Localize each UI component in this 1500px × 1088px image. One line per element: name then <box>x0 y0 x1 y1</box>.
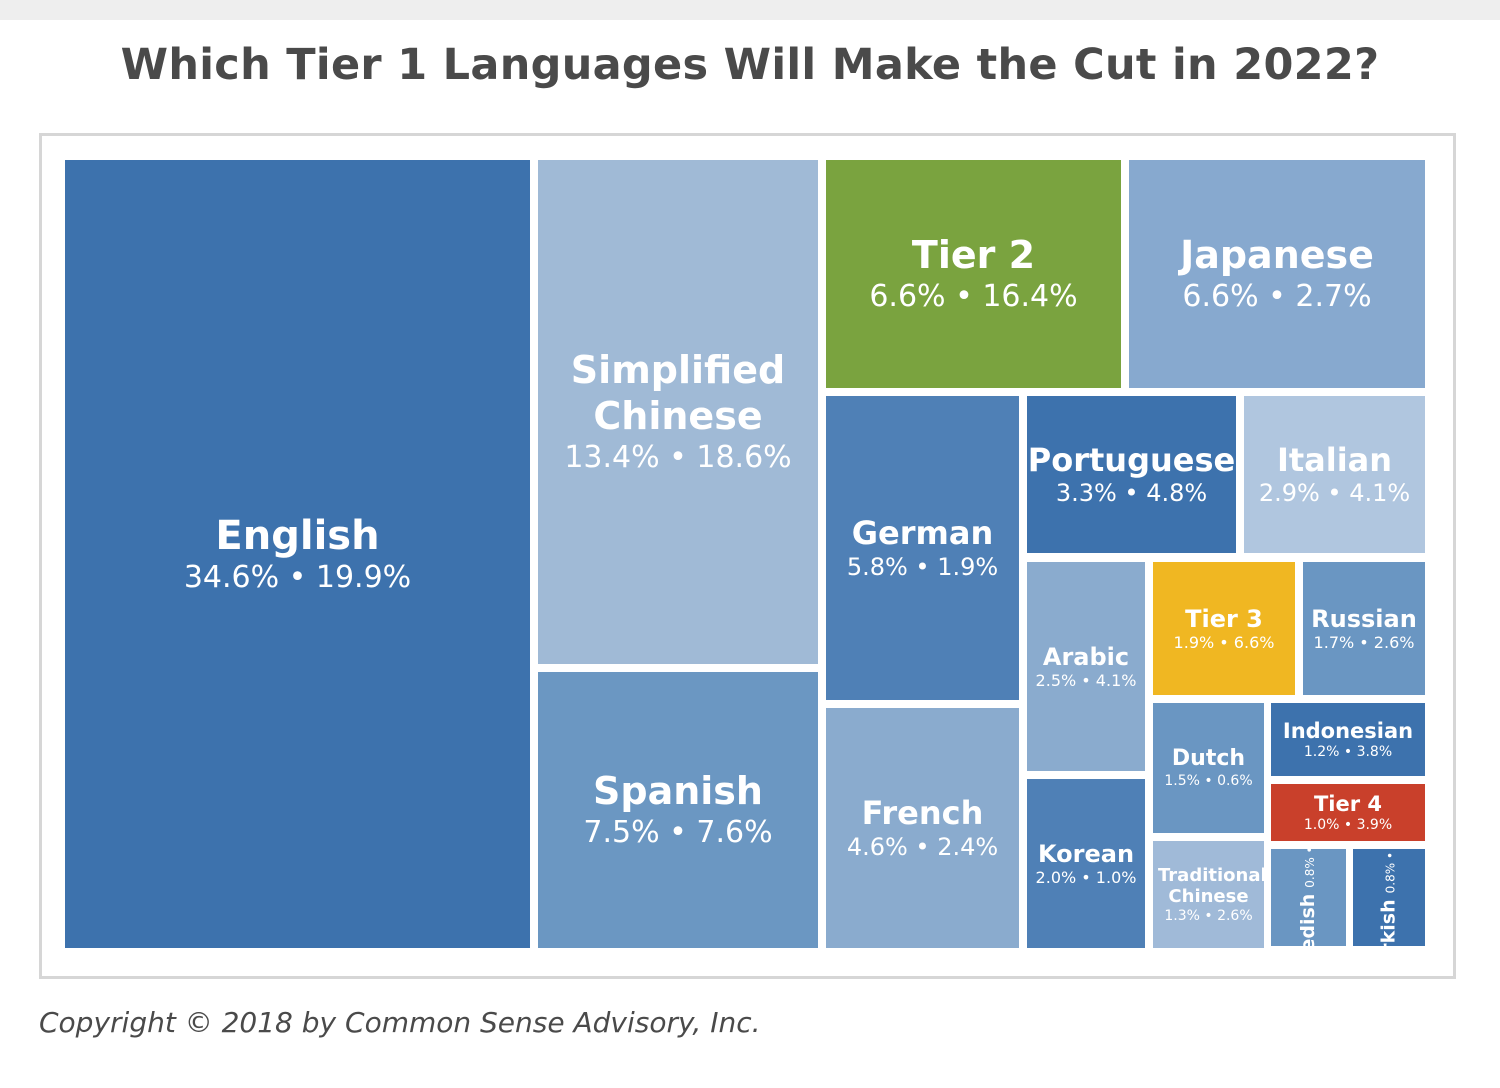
cell-label: French <box>861 794 984 833</box>
cell-label: Korean <box>1037 839 1135 868</box>
cell-values: 4.6% • 2.4% <box>846 832 999 861</box>
cell-label: English <box>215 513 380 559</box>
cell-label: Spanish <box>593 769 763 814</box>
cell-label: German <box>851 514 994 553</box>
cell-values: 6.6% • 2.7% <box>1182 278 1372 314</box>
cell-label: Traditional Chinese <box>1158 864 1264 908</box>
top-band <box>0 0 1500 20</box>
cell-label: Portuguese <box>1027 440 1236 479</box>
cell-values: 1.7% • 2.6% <box>1313 633 1415 653</box>
cell-label: Swedish <box>1297 893 1320 946</box>
treemap-cell-spanish: Spanish 7.5% • 7.6% <box>538 672 818 948</box>
cell-values: 1.2% • 3.8% <box>1303 743 1393 760</box>
cell-label: Tier 2 <box>911 233 1036 278</box>
treemap-cell-portuguese: Portuguese 3.3% • 4.8% <box>1027 396 1236 553</box>
cell-values: 1.9% • 6.6% <box>1173 633 1275 653</box>
cell-values: 3.3% • 4.8% <box>1055 479 1208 508</box>
cell-values: 34.6% • 19.9% <box>183 560 412 595</box>
cell-label: Indonesian <box>1282 718 1414 743</box>
copyright: Copyright © 2018 by Common Sense Advisor… <box>39 1006 761 1039</box>
cell-values: 13.4% • 18.6% <box>564 439 792 475</box>
cell-values: 5.8% • 1.9% <box>846 552 999 581</box>
cell-values: 7.5% • 7.6% <box>583 814 773 850</box>
cell-label: Tier 4 <box>1313 791 1383 816</box>
treemap-cell-french: French 4.6% • 2.4% <box>826 708 1019 948</box>
cell-values: 2.0% • 1.0% <box>1035 868 1137 888</box>
treemap-cell-english: English 34.6% • 19.9% <box>65 160 530 948</box>
treemap-cell-tier-4: Tier 4 1.0% • 3.9% <box>1271 784 1425 841</box>
cell-values: 1.0% • 3.9% <box>1303 816 1393 833</box>
cell-label: Simplified Chinese <box>570 348 786 438</box>
treemap-cell-indonesian: Indonesian 1.2% • 3.8% <box>1271 703 1425 776</box>
treemap-cell-japanese: Japanese 6.6% • 2.7% <box>1129 160 1425 388</box>
treemap-cell-arabic: Arabic 2.5% • 4.1% <box>1027 562 1145 771</box>
treemap-cell-simplified-chinese: Simplified Chinese 13.4% • 18.6% <box>538 160 818 664</box>
treemap-cell-russian: Russian 1.7% • 2.6% <box>1303 562 1425 695</box>
cell-label: Japanese <box>1180 233 1374 278</box>
cell-values: 1.5% • 0.6% <box>1164 772 1253 789</box>
cell-label: Tier 3 <box>1185 604 1263 633</box>
treemap-cell-tier-2: Tier 2 6.6% • 16.4% <box>826 160 1121 388</box>
cell-label: Dutch <box>1171 746 1246 772</box>
cell-values: 1.3% • 2.6% <box>1164 907 1253 924</box>
cell-label: Russian <box>1311 604 1417 633</box>
treemap-cell-german: German 5.8% • 1.9% <box>826 396 1019 700</box>
chart-frame <box>39 133 1456 979</box>
cell-label: Arabic <box>1042 642 1130 671</box>
cell-values: 0.8% • 0.2% <box>1303 849 1318 888</box>
cell-values: 2.9% • 4.1% <box>1258 479 1411 508</box>
chart-title: Which Tier 1 Languages Will Make the Cut… <box>120 40 1380 90</box>
treemap-cell-swedish: Swedish 0.8% • 0.2% <box>1271 849 1346 946</box>
cell-label: Italian <box>1276 440 1393 479</box>
treemap-cell-traditional-chinese: Traditional Chinese 1.3% • 2.6% <box>1153 841 1264 948</box>
cell-label: Turkish <box>1377 899 1400 946</box>
treemap-cell-tier-3: Tier 3 1.9% • 6.6% <box>1153 562 1295 695</box>
treemap-cell-korean: Korean 2.0% • 1.0% <box>1027 779 1145 948</box>
cell-values: 2.5% • 4.1% <box>1035 671 1137 691</box>
treemap-cell-italian: Italian 2.9% • 4.1% <box>1244 396 1425 553</box>
treemap-cell-turkish: Turkish 0.8% • 1.0% <box>1353 849 1425 946</box>
cell-values: 0.8% • 1.0% <box>1383 849 1398 894</box>
cell-values: 6.6% • 16.4% <box>869 278 1078 314</box>
treemap-cell-dutch: Dutch 1.5% • 0.6% <box>1153 703 1264 833</box>
